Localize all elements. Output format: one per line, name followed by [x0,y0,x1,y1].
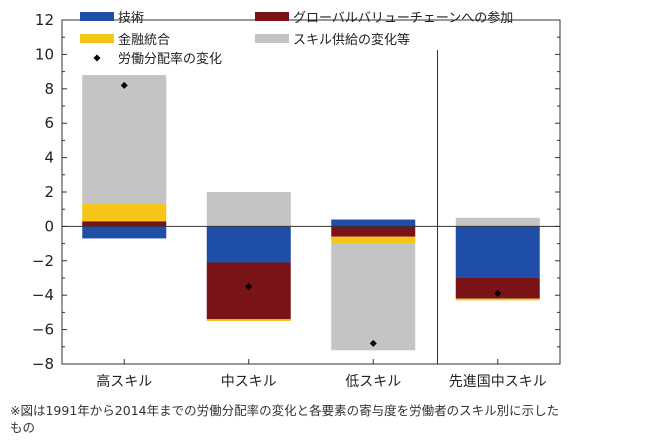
bar-3-cat-3 [331,236,416,244]
bar-3-cat-1 [82,204,167,222]
bar-1-cat-3 [331,219,416,227]
x-tick-label: 低スキル [345,374,401,390]
y-tick-label: 4 [44,149,54,167]
y-tick-label: 12 [35,11,54,29]
legend-swatch-1 [80,12,114,21]
y-tick-label: 10 [35,45,54,63]
marker-point [494,289,502,297]
legend-label-3: 金融統合 [118,32,170,48]
bar-4-cat-2 [206,192,291,227]
y-tick-label: −4 [32,286,54,304]
legend-label-4: スキル供給の変化等 [293,32,410,48]
legend-label-1: 技術 [118,11,144,26]
x-tick-label: 先進国中スキル [449,374,547,390]
marker-point [369,339,377,347]
bar-1-cat-1 [82,226,167,239]
y-tick-label: −8 [32,355,54,373]
bar-2-cat-4 [455,278,540,299]
bar-4-cat-4 [455,217,540,227]
legend-swatch-2 [255,12,289,21]
bar-1-cat-2 [206,226,291,263]
y-tick-label: −2 [32,252,54,270]
bar-1-cat-4 [455,226,540,278]
y-tick-label: 0 [44,217,54,235]
y-tick-label: −6 [32,321,54,339]
x-tick-label: 中スキル [221,374,277,390]
legend-label-2: グローバルバリューチェーンへの参加 [293,10,513,26]
marker-point [120,81,128,89]
bar-2-cat-2 [206,262,291,320]
legend-marker [93,54,101,62]
y-tick-label: 2 [44,183,54,201]
marker-point [245,283,253,291]
bar-4-cat-1 [82,75,167,205]
legend-swatch-4 [255,34,289,43]
bar-3-cat-4 [455,298,540,301]
bar-3-cat-2 [206,319,291,321]
bar-2-cat-3 [331,226,416,237]
footnote: ※図は1991年から2014年までの労働分配率の変化と各要素の寄与度を労働者のス… [10,403,560,435]
bar-2-cat-1 [82,221,167,227]
bar-4-cat-3 [331,243,416,351]
chart: −8 −6 −4 −2 0 2 4 6 8 10 12 高スキル 中スキル 低スキル 先進国中スキル 技術 グロ… [32,10,561,390]
legend-label-marker: 労働分配率の変化 [118,51,222,67]
y-tick-label: 6 [44,114,54,132]
x-tick-label: 高スキル [96,373,152,390]
y-tick-label: 8 [44,80,54,98]
legend-swatch-3 [80,34,114,43]
